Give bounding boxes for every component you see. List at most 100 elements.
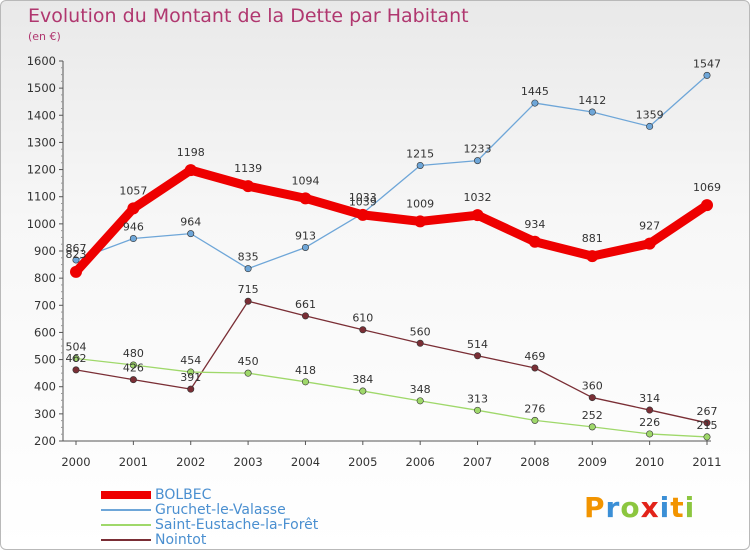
data-label: 418 xyxy=(295,364,316,377)
data-point xyxy=(414,215,427,228)
y-tick-label: 900 xyxy=(34,244,56,258)
data-label: 1412 xyxy=(578,94,606,107)
data-point xyxy=(703,71,711,79)
data-point xyxy=(586,250,599,263)
data-point xyxy=(301,378,309,386)
x-tick-label: 2002 xyxy=(176,455,205,469)
data-label: 934 xyxy=(524,218,545,231)
x-tick-label: 2003 xyxy=(233,455,262,469)
x-tick-label: 2008 xyxy=(520,455,549,469)
data-point xyxy=(471,209,484,222)
data-point xyxy=(129,376,137,384)
data-label: 360 xyxy=(582,380,603,393)
data-point xyxy=(703,433,711,441)
data-label: 1039 xyxy=(349,195,377,208)
chart-unit: (en €) xyxy=(28,30,61,43)
data-label: 426 xyxy=(123,362,144,375)
data-label: 454 xyxy=(180,354,201,367)
y-tick-label: 700 xyxy=(34,298,56,312)
x-tick-label: 2006 xyxy=(406,455,435,469)
data-point xyxy=(242,180,255,193)
logo-letter: P xyxy=(584,491,606,524)
data-point xyxy=(359,326,367,334)
logo-letter: t xyxy=(670,491,685,524)
data-label: 1032 xyxy=(464,191,492,204)
y-tick-label: 1300 xyxy=(27,135,56,149)
y-tick-label: 1200 xyxy=(27,163,56,177)
data-label: 823 xyxy=(66,248,87,261)
data-label: 1233 xyxy=(464,143,492,156)
data-label: 1069 xyxy=(693,181,721,194)
data-label: 610 xyxy=(352,312,373,325)
data-point xyxy=(701,199,713,212)
y-tick-label: 300 xyxy=(34,407,56,421)
y-tick-label: 1400 xyxy=(27,108,56,122)
data-point xyxy=(127,202,140,215)
x-tick-label: 2007 xyxy=(463,455,492,469)
y-tick-label: 500 xyxy=(34,353,56,367)
data-label: 226 xyxy=(639,416,660,429)
legend-label: Nointot xyxy=(155,531,207,548)
logo-letter: i xyxy=(659,491,671,524)
data-label: 450 xyxy=(238,355,259,368)
data-label: 348 xyxy=(410,383,431,396)
data-point xyxy=(474,406,482,414)
legend-swatch xyxy=(101,508,151,511)
data-label: 314 xyxy=(639,392,660,405)
data-label: 1445 xyxy=(521,85,549,98)
legend-swatch xyxy=(101,523,151,526)
series-line-Gruchet-le-Valasse xyxy=(75,74,708,270)
data-point xyxy=(184,164,197,177)
data-point xyxy=(588,423,596,431)
legend-item: BOLBEC xyxy=(101,487,318,502)
data-label: 252 xyxy=(582,409,603,422)
data-point xyxy=(244,369,252,377)
data-label: 276 xyxy=(524,402,545,415)
data-label: 1009 xyxy=(406,197,434,210)
y-tick-label: 400 xyxy=(34,380,56,394)
x-tick-label: 2005 xyxy=(348,455,377,469)
data-point xyxy=(646,122,654,130)
data-label: 964 xyxy=(180,216,201,229)
data-point xyxy=(528,235,541,248)
data-point xyxy=(301,243,309,251)
y-tick-label: 200 xyxy=(34,434,56,448)
data-label: 462 xyxy=(66,352,87,365)
data-label: 469 xyxy=(524,350,545,363)
data-label: 514 xyxy=(467,338,488,351)
legend-item: Saint-Eustache-la-Forêt xyxy=(101,517,318,532)
data-point xyxy=(244,297,252,305)
data-point xyxy=(646,430,654,438)
data-point xyxy=(187,230,195,238)
data-label: 1139 xyxy=(234,162,262,175)
data-label: 1215 xyxy=(406,148,434,161)
data-point xyxy=(416,162,424,170)
data-point xyxy=(129,235,137,243)
legend-item: Gruchet-le-Valasse xyxy=(101,502,318,517)
legend-label: BOLBEC xyxy=(155,486,212,503)
data-point xyxy=(416,339,424,347)
data-point xyxy=(474,352,482,360)
data-label: 1359 xyxy=(636,108,664,121)
data-label: 1057 xyxy=(119,184,147,197)
data-point xyxy=(643,237,656,250)
data-point xyxy=(531,416,539,424)
data-label: 313 xyxy=(467,392,488,405)
data-label: 835 xyxy=(238,251,259,264)
x-tick-label: 2009 xyxy=(578,455,607,469)
data-point xyxy=(129,361,137,369)
x-tick-label: 2001 xyxy=(119,455,148,469)
data-point xyxy=(187,368,195,376)
data-point xyxy=(72,366,80,374)
data-point xyxy=(72,256,80,264)
data-label: 504 xyxy=(66,340,87,353)
data-label: 927 xyxy=(639,220,660,233)
x-tick-label: 2011 xyxy=(692,455,721,469)
data-point xyxy=(416,397,424,405)
legend-label: Saint-Eustache-la-Forêt xyxy=(155,516,319,533)
x-tick-label: 2010 xyxy=(635,455,664,469)
series-line-Saint-Eustache-la-Forêt xyxy=(75,357,708,438)
data-point xyxy=(244,265,252,273)
